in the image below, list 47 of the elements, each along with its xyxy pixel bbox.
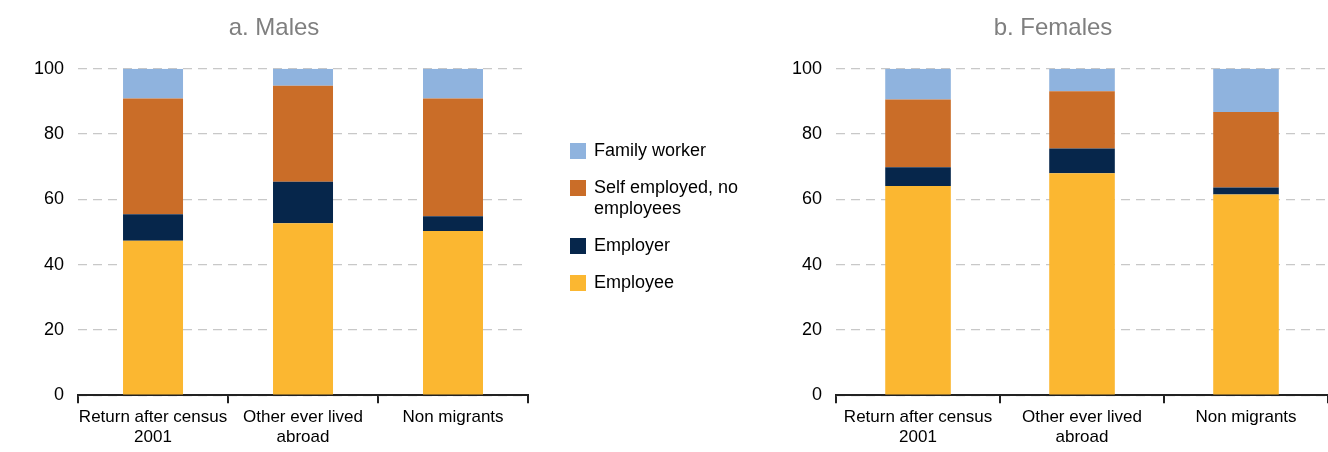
- y-tick-label: 60: [802, 188, 823, 209]
- bar: [1213, 111, 1279, 188]
- bar: [123, 98, 184, 215]
- bar: [273, 223, 334, 395]
- legend-label: Self employed, no employees: [594, 177, 740, 219]
- y-tick-label: 40: [44, 253, 65, 274]
- y-tick-label: 100: [33, 57, 65, 78]
- x-tick-label: Other ever lived abroad: [243, 407, 364, 447]
- x-tick-label: Non migrants: [402, 407, 504, 427]
- bar: [423, 216, 483, 232]
- bar: [885, 99, 951, 168]
- bar: [1049, 91, 1115, 149]
- y-tick-label: 40: [802, 253, 823, 274]
- bar: [123, 240, 184, 395]
- bar: [1213, 194, 1279, 395]
- bar: [1049, 68, 1115, 92]
- bar: [273, 181, 334, 224]
- bar: [123, 68, 184, 99]
- bar: [123, 214, 184, 241]
- bar: [885, 185, 951, 395]
- y-tick-label: 100: [791, 57, 823, 78]
- bar: [423, 231, 483, 395]
- legend-label: Employer: [594, 235, 671, 256]
- y-tick-label: 60: [44, 188, 65, 209]
- legend-label: Family worker: [594, 140, 707, 161]
- y-tick-label: 20: [44, 318, 65, 339]
- chart-title: a. Males: [228, 13, 320, 41]
- y-tick-label: 80: [802, 123, 823, 144]
- y-tick-label: 20: [802, 318, 823, 339]
- bar: [273, 68, 334, 86]
- bar: [885, 167, 951, 186]
- bar: [1213, 68, 1279, 112]
- x-tick-label: Other ever lived abroad: [1022, 407, 1143, 447]
- x-tick-label: Return after census 2001: [78, 407, 228, 447]
- x-tick-label: Return after census 2001: [843, 407, 993, 447]
- bar: [1049, 173, 1115, 395]
- bar: [273, 85, 334, 182]
- y-tick-label: 0: [812, 384, 823, 405]
- bar: [423, 68, 483, 99]
- bar: [885, 68, 951, 100]
- x-tick-label: Non migrants: [1195, 407, 1297, 427]
- legend-label: Employee: [594, 272, 675, 293]
- bar: [423, 98, 483, 217]
- bar: [1049, 148, 1115, 174]
- y-tick-label: 80: [44, 123, 65, 144]
- y-tick-label: 0: [54, 384, 65, 405]
- chart-title: b. Females: [993, 13, 1113, 41]
